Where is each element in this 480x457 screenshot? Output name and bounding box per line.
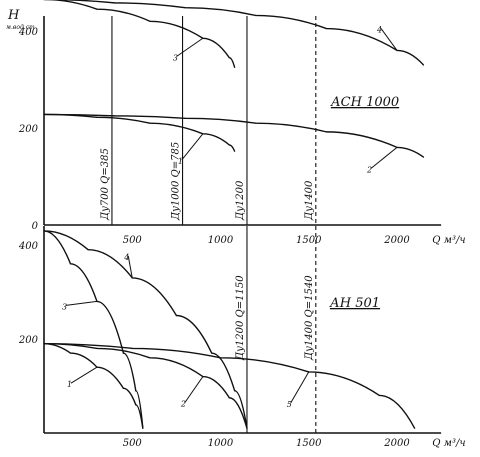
series-leader-5 <box>290 371 310 404</box>
x-tick-label: 2000 <box>383 235 410 246</box>
series-leader-2 <box>184 376 204 403</box>
panel-title: АСН 1000 <box>330 95 399 110</box>
series-leader-1 <box>181 133 204 161</box>
series-curve-2 <box>43 343 248 429</box>
series-point-4 <box>114 2 116 4</box>
series-label-2: 2 <box>180 400 186 409</box>
series-point-1 <box>149 122 151 124</box>
series-curve-3 <box>43 230 144 429</box>
series-point-5 <box>131 347 133 349</box>
series-curve-5 <box>43 343 416 429</box>
x-tick-label: 500 <box>123 438 143 449</box>
series-label-5: 5 <box>287 400 292 409</box>
diameter-label: Ду1000 Q=785 <box>171 142 182 221</box>
series-point-3 <box>135 390 137 392</box>
x-axis-label: Q м³/ч <box>432 235 465 246</box>
x-tick-label: 1000 <box>208 235 234 246</box>
x-tick-label: 500 <box>123 235 143 246</box>
series-point-2 <box>43 113 45 116</box>
series-point-4 <box>211 352 213 354</box>
series-point-2 <box>114 115 116 117</box>
series-curve-3 <box>43 0 236 68</box>
y-tick-label: 200 <box>18 124 39 135</box>
series-point-4 <box>87 249 89 251</box>
series-point-3 <box>96 8 98 10</box>
series-point-4 <box>175 314 177 317</box>
series-point-4 <box>43 230 45 232</box>
series-point-1 <box>234 150 236 152</box>
diameter-label: Ду1200 <box>235 180 246 221</box>
y-tick-label: 400 <box>18 27 39 38</box>
series-point-5 <box>414 427 416 429</box>
series-point-2 <box>228 397 230 399</box>
diameter-label: Ду1200 Q=1150 <box>235 275 246 361</box>
series-point-2 <box>184 117 186 119</box>
series-point-2 <box>422 156 425 158</box>
diameter-label: Ду1400 Q=1540 <box>304 275 315 361</box>
y-tick-label: 0 <box>32 221 39 232</box>
series-point-2 <box>149 357 151 359</box>
series-point-1 <box>135 404 137 406</box>
diameter-label: Ду1400 <box>304 180 315 221</box>
series-label-4: 4 <box>376 25 382 34</box>
series-point-4 <box>255 14 257 17</box>
x-tick-label: 2000 <box>383 438 410 449</box>
series-point-1 <box>142 427 144 429</box>
series-label-4: 4 <box>123 253 129 262</box>
x-axis-label: Q м³/ч <box>432 438 465 449</box>
x-tick-label: 1500 <box>296 438 322 449</box>
x-tick-label: 1500 <box>296 235 322 246</box>
series-leader-4 <box>380 28 398 51</box>
series-leader-2 <box>370 147 398 169</box>
x-tick-label: 1000 <box>208 438 234 449</box>
series-point-3 <box>69 263 72 265</box>
series-point-1 <box>122 387 125 389</box>
series-point-4 <box>184 7 186 9</box>
series-point-4 <box>422 64 425 66</box>
diameter-label: Ду700 Q=385 <box>100 148 111 221</box>
series-point-1 <box>96 116 98 118</box>
y-axis-unit: м.вод.ст <box>6 24 35 31</box>
series-point-5 <box>43 343 45 345</box>
series-label-1: 1 <box>178 157 183 166</box>
series-label-3: 3 <box>62 302 67 311</box>
series-point-3 <box>228 57 230 59</box>
series-label-1: 1 <box>67 380 72 389</box>
series-leader-1 <box>70 366 98 384</box>
series-point-2 <box>325 131 327 133</box>
y-tick-label: 200 <box>18 335 39 346</box>
series-point-2 <box>246 427 248 429</box>
series-point-4 <box>325 27 327 30</box>
series-point-2 <box>255 122 257 124</box>
series-point-5 <box>219 357 222 359</box>
y-axis-label: Н <box>7 8 20 23</box>
series-point-2 <box>96 347 98 349</box>
series-label-3: 3 <box>173 53 178 62</box>
series-point-1 <box>69 352 72 354</box>
series-point-3 <box>149 20 151 22</box>
series-point-4 <box>234 390 236 392</box>
series-curve-1 <box>43 343 144 429</box>
series-leader-3 <box>176 37 204 57</box>
series-point-3 <box>234 66 236 68</box>
series-point-3 <box>122 352 125 354</box>
series-point-5 <box>378 394 380 396</box>
series-curve-1 <box>43 113 236 152</box>
series-point-1 <box>228 144 230 146</box>
y-tick-label: 400 <box>18 241 39 252</box>
panel-title: АН 501 <box>329 296 380 311</box>
series-label-2: 2 <box>366 165 372 174</box>
series-leader-4 <box>127 255 133 278</box>
series-leader-3 <box>65 300 98 306</box>
series-curve-4 <box>43 230 248 429</box>
